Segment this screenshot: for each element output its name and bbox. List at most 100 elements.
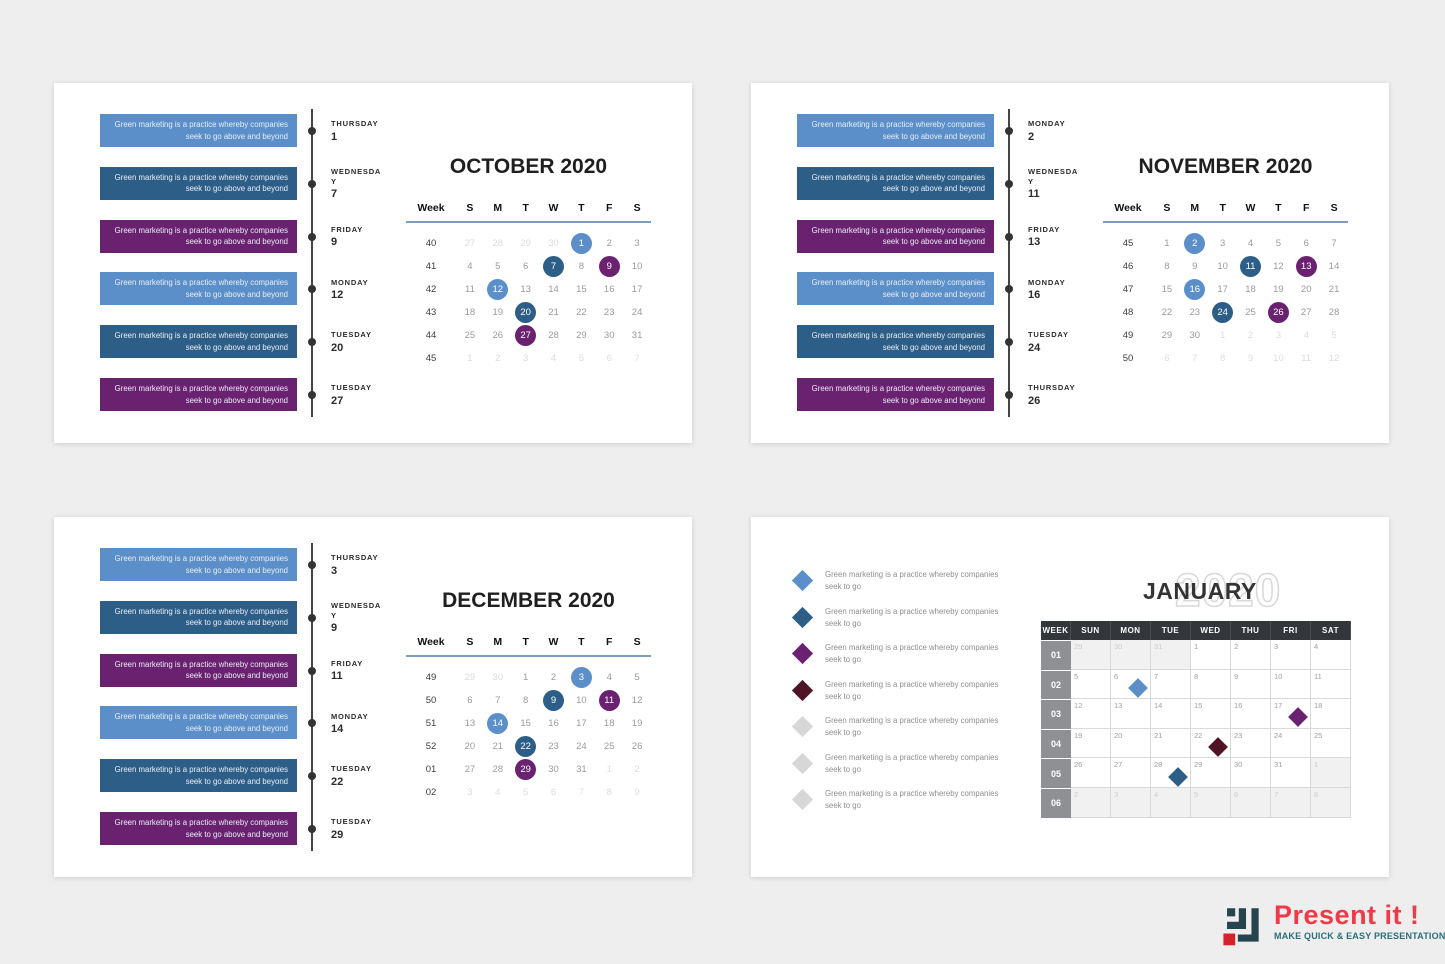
week-number: 02 [425, 787, 437, 798]
day-column-header: T [1219, 202, 1226, 214]
day-cell: 15 [512, 713, 540, 734]
bullet-text-line1: Green marketing is a practice whereby co… [825, 752, 999, 762]
day-cell: 6 [512, 256, 540, 277]
event-text-line2: seek to go above and beyond [185, 289, 288, 299]
day-column-header: S [1330, 202, 1338, 214]
day-number: 11 [598, 690, 620, 711]
day-column-header: S [1163, 202, 1171, 214]
day-number: 12 [1074, 701, 1083, 711]
timeline-dot [308, 772, 316, 781]
calendar-week-row: 45 1 2 3 4 5 6 7 [406, 347, 651, 370]
event-day-label: TUESDAY 29 [331, 808, 383, 850]
event-text-line2: seek to go above and beyond [882, 289, 985, 299]
day-number: 11 [1301, 353, 1312, 364]
table-header-cell: FRI [1271, 621, 1311, 640]
timeline-line [311, 543, 313, 851]
day-cell: 4 [1292, 325, 1320, 346]
day-cell: 9 [1237, 348, 1265, 369]
event-day-name: FRIDAY [1028, 224, 1061, 234]
day-number: 12 [1273, 261, 1284, 272]
diamond-icon [791, 679, 814, 701]
event-day-number: 7 [331, 188, 338, 201]
day-cell: 30 [1181, 325, 1209, 346]
day-cell: 4 [595, 667, 623, 688]
day-number: 25 [603, 741, 615, 752]
day-cell: 2 [1071, 787, 1111, 818]
event-text-line1: Green marketing is a practice whereby co… [114, 172, 288, 182]
day-cell: 3 [1271, 640, 1311, 670]
event-day-label: MONDAY 14 [331, 702, 383, 744]
day-cell: 26 [484, 325, 512, 346]
day-cell: 3 [456, 782, 484, 803]
bullet-text-line2: seek to go [825, 691, 861, 701]
day-cell: 5 [1071, 669, 1111, 700]
bullet-item: Green marketing is a practice whereby co… [791, 715, 998, 739]
week-number: 43 [425, 307, 437, 318]
event-day-name: TUESDAY [1028, 330, 1069, 340]
bullet-text: Green marketing is a practice whereby co… [825, 715, 998, 739]
day-number: 30 [548, 764, 559, 775]
day-cell: 9 [1231, 669, 1271, 700]
event-text-line1: Green marketing is a practice whereby co… [114, 818, 288, 827]
day-number: 21 [1328, 284, 1340, 295]
event-diamond-icon [1127, 677, 1148, 698]
event-day-label: TUESDAY 24 [1028, 321, 1080, 363]
day-cell: 29 [567, 325, 595, 346]
day-cell: 31 [1271, 758, 1311, 788]
day-cell: 28 [1151, 758, 1191, 788]
event-text-line1: Green marketing is a practice whereby co… [114, 659, 288, 669]
week-number: 41 [425, 261, 437, 272]
day-cell: 11 [456, 279, 484, 300]
day-number: 12 [487, 279, 509, 300]
day-number: 2 [1234, 642, 1239, 651]
event-day-number: 12 [331, 289, 344, 302]
day-number: 8 [1314, 789, 1319, 799]
day-number: 1 [467, 353, 473, 364]
day-column-header: M [493, 202, 503, 214]
day-cell: 28 [1320, 302, 1348, 323]
day-number: 11 [1314, 671, 1322, 681]
day-column-header: W [548, 636, 559, 648]
day-number: 16 [603, 284, 615, 295]
table-header-cell: SAT [1311, 621, 1351, 640]
event-box: Green marketing is a practice whereby co… [100, 325, 297, 359]
event-text-line2: seek to go above and beyond [882, 342, 985, 352]
day-cell: 24 [1209, 302, 1237, 323]
day-cell: 3 [567, 667, 595, 688]
day-cell: 30 [595, 325, 623, 346]
day-number: 19 [492, 307, 504, 318]
calendar-week-row: 44 25 26 27 28 29 30 31 [406, 324, 651, 347]
timeline-dot [308, 561, 316, 569]
diamond-icon [791, 642, 814, 665]
day-cell: 1 [1191, 640, 1231, 670]
day-cell: 28 [540, 325, 568, 346]
event-text-line1: Green marketing is a practice whereby co… [811, 331, 985, 341]
day-number: 30 [1189, 330, 1201, 341]
day-number: 31 [576, 764, 587, 775]
day-cell: 30 [1111, 640, 1151, 670]
day-cell: 1 [512, 667, 540, 688]
day-cell: 20 [1111, 728, 1151, 759]
day-cell: 30 [540, 233, 568, 254]
bullet-text-line2: seek to go [825, 728, 861, 737]
event-day-name: THURSDAY [331, 119, 379, 129]
event-box: Green marketing is a practice whereby co… [100, 378, 297, 411]
event-day-name: TUESDAY [331, 764, 372, 774]
day-column-header: W [1245, 202, 1256, 214]
day-number: 4 [550, 353, 557, 364]
day-number: 1 [1164, 238, 1170, 249]
day-number: 23 [1234, 730, 1243, 740]
day-cell: 5 [567, 348, 595, 369]
day-cell: 7 [484, 690, 512, 711]
day-number: 21 [548, 307, 559, 318]
event-text-line2: seek to go above and beyond [882, 184, 985, 194]
event-day-name: WEDNESDAY [331, 601, 382, 620]
day-number: 2 [1247, 330, 1254, 341]
timeline-dot [1005, 338, 1013, 347]
day-column-header: T [578, 636, 585, 648]
timeline-dot [1005, 127, 1013, 135]
day-column-header: F [606, 202, 613, 214]
bullet-text-line1: Green marketing is a practice whereby co… [825, 643, 999, 652]
event-day-label: MONDAY 12 [331, 268, 383, 310]
day-cell: 23 [595, 302, 623, 323]
